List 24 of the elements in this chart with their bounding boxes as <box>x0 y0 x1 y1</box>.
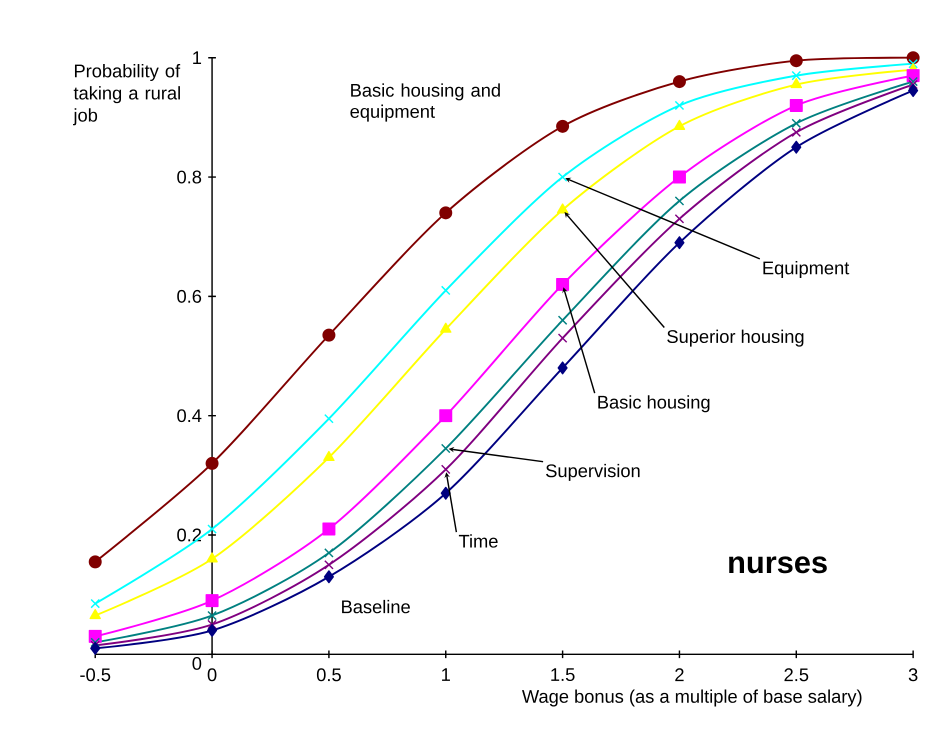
x-tick-label: 0 <box>208 668 216 682</box>
text: Basic housing and equipment <box>350 83 500 122</box>
text: Superior housing <box>667 329 804 346</box>
y-axis-title: Probability of taking a rural job <box>73 64 180 126</box>
x-tick-label: 2 <box>675 668 684 681</box>
y-tick-label: 0.2 <box>177 528 202 542</box>
text: Supervision <box>546 464 640 481</box>
x-tick-label: 1 <box>442 668 450 681</box>
x-tick-label: 2.5 <box>784 668 808 682</box>
annotation: nurses <box>729 556 827 574</box>
text: Equipment <box>763 260 850 278</box>
x-tick-label: 0.5 <box>316 668 341 682</box>
x-tick-label: 3 <box>908 668 918 682</box>
text: Time <box>458 534 498 548</box>
x-tick-label: 1.5 <box>551 668 575 681</box>
y-tick-label: 1 <box>193 51 202 64</box>
y-tick-label: 0.8 <box>177 170 202 184</box>
y-tick-label: 0.6 <box>177 290 202 303</box>
x-tick-label: -0.5 <box>80 668 110 682</box>
x-axis-title: Wage bonus (as a multiple of base salary) <box>522 689 862 706</box>
text: Basic housing <box>598 395 710 412</box>
y-tick-label: 0.4 <box>177 409 202 422</box>
series-label: Baseline <box>342 600 410 614</box>
y-tick-label: 0 <box>192 656 202 670</box>
